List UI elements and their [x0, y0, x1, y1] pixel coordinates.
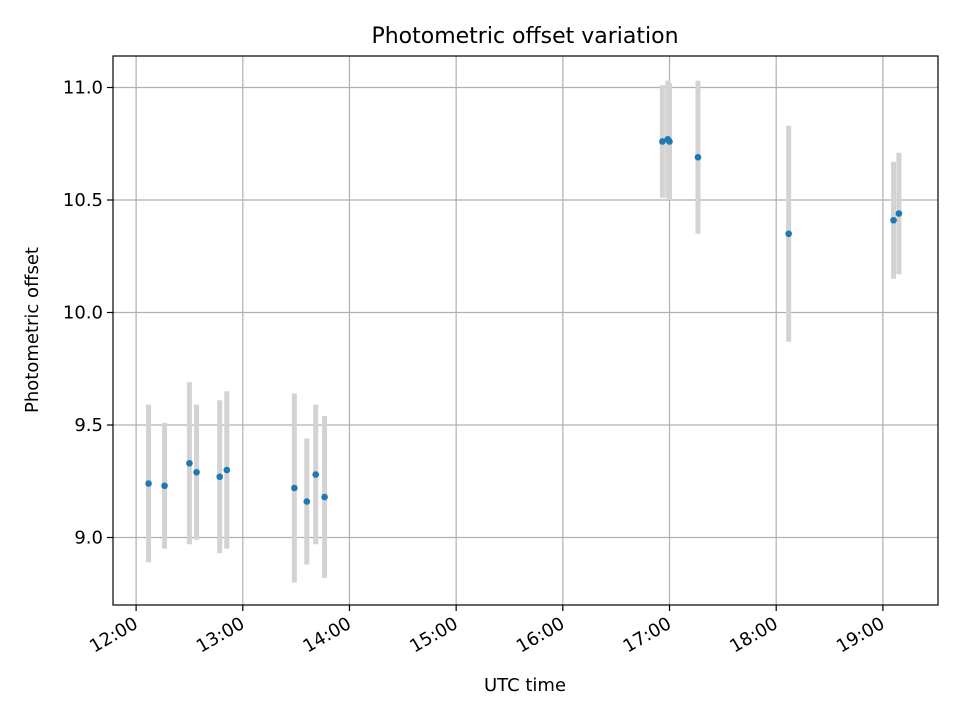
x-axis-label: UTC time [484, 675, 566, 696]
y-tick-label: 9.5 [74, 415, 103, 436]
data-point [321, 493, 328, 501]
data-point [161, 482, 168, 490]
data-point [659, 138, 666, 145]
chart-title: Photometric offset variation [371, 24, 678, 49]
data-point [145, 480, 152, 487]
y-tick-label: 11.0 [63, 78, 103, 99]
data-point [291, 484, 298, 492]
data-point [785, 230, 792, 238]
data-point [186, 459, 193, 467]
data-point [303, 498, 311, 505]
data-point [223, 466, 231, 474]
y-axis-label: Photometric offset [22, 247, 43, 413]
data-point [694, 153, 702, 161]
y-tick-label: 10.0 [63, 303, 103, 324]
data-point [895, 210, 903, 217]
data-point [216, 473, 223, 481]
y-tick-label: 10.5 [63, 190, 103, 211]
plot-frame [112, 55, 939, 606]
data-point [666, 138, 673, 145]
data-points [145, 135, 903, 505]
data-point [312, 471, 319, 478]
y-axis-ticks: 9.0 9.5 10.0 10.5 11.0 [63, 78, 113, 549]
data-point [193, 468, 200, 476]
data-point [890, 216, 897, 224]
y-tick-label: 9.0 [74, 528, 103, 549]
